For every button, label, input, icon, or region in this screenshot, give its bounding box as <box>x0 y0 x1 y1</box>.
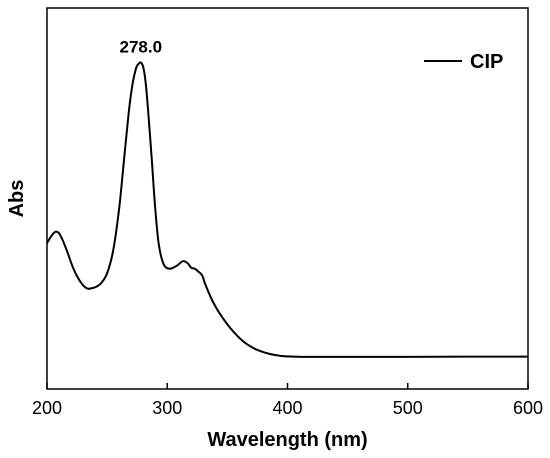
legend-label-cip: CIP <box>470 51 503 73</box>
x-tick-label-300: 300 <box>152 398 182 418</box>
x-tick-label-400: 400 <box>272 398 302 418</box>
tick-layer <box>46 383 529 389</box>
plot-frame <box>46 7 529 390</box>
x-axis-title: Wavelength (nm) <box>207 429 367 451</box>
x-tick-label-600: 600 <box>513 398 543 418</box>
x-tick-label-200: 200 <box>32 398 62 418</box>
x-tick-label-500: 500 <box>393 398 423 418</box>
label-layer: 200 300 400 500 600 <box>32 398 543 418</box>
y-axis-title: Abs <box>6 180 28 218</box>
peak-annotation: 278.0 <box>120 38 163 57</box>
series-line-cip <box>46 61 529 358</box>
legend: CIP <box>424 51 503 73</box>
curve-layer <box>46 61 529 358</box>
